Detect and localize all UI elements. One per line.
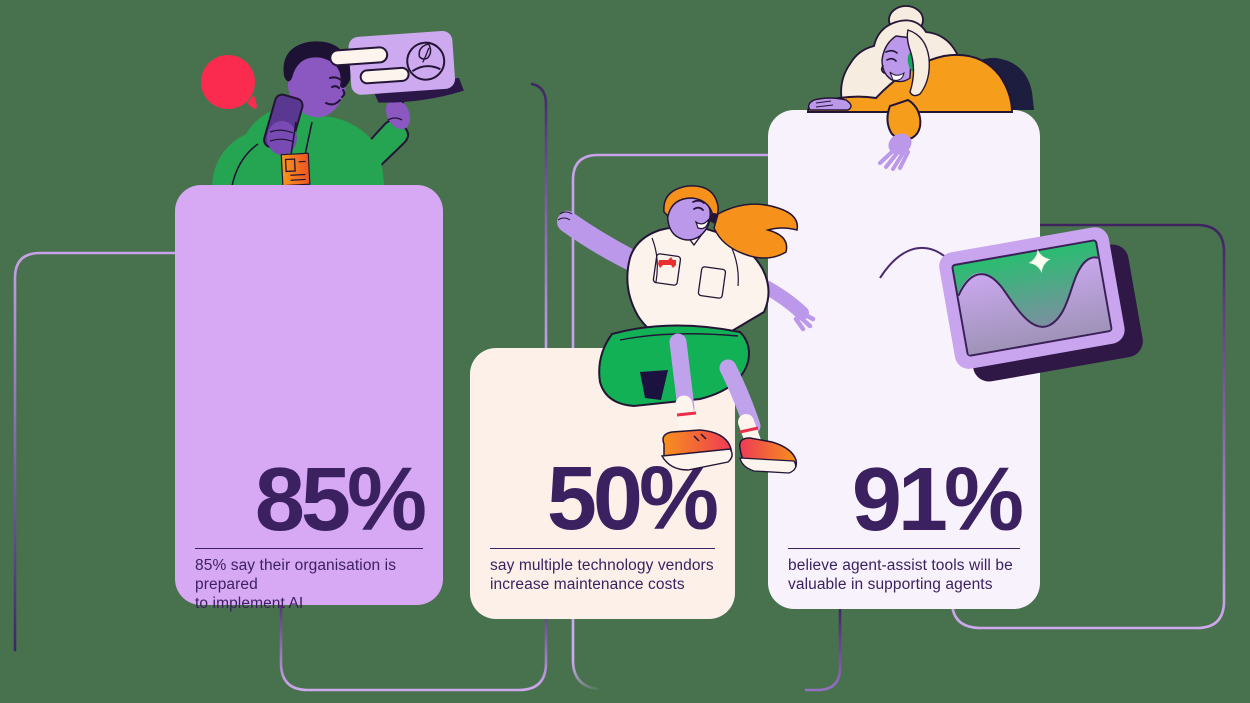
divider-line [195, 548, 423, 549]
stat-value: 85% [254, 450, 427, 550]
divider-line [490, 548, 715, 549]
stat-card-50: 50% say multiple technology vendors incr… [470, 348, 735, 619]
dog-logo-icon [658, 257, 676, 268]
stat-value: 50% [546, 449, 719, 549]
outline-rect-center-bottom [571, 610, 600, 691]
stat-caption: 85% say their organisation is prepared t… [195, 556, 433, 614]
man-body [212, 41, 411, 187]
badge-icon [280, 152, 311, 187]
phone-icon [263, 93, 304, 152]
divider-line [788, 548, 1020, 549]
outline-rect-middle-top [530, 82, 548, 354]
outline-rect-center-right-bottom [804, 605, 842, 692]
caption-line-2: increase maintenance costs [490, 576, 685, 594]
stat-caption: believe agent-assist tools will be valua… [788, 556, 1030, 594]
caption-line-1: believe agent-assist tools will be [788, 557, 1013, 574]
caption-line-2: to implement AI [195, 595, 304, 613]
stat-card-85: 85% 85% say their organisation is prepar… [175, 185, 443, 612]
stat-value: 91% [851, 450, 1024, 550]
caption-line-1: say multiple technology vendors [490, 557, 714, 574]
stat-card-91: 91% believe agent-assist tools will be v… [768, 110, 1040, 609]
caption-line-1: 85% say their organisation is prepared [195, 557, 397, 594]
speech-bubble-icon [201, 55, 257, 109]
id-card-icon [329, 30, 464, 103]
caption-line-2: valuable in supporting agents [788, 576, 993, 594]
outline-rect-left [13, 251, 202, 652]
outline-rect-center-top [571, 153, 781, 354]
earring-icon [907, 50, 925, 74]
avatar-icon [406, 41, 446, 81]
stat-caption: say multiple technology vendors increase… [490, 556, 725, 594]
